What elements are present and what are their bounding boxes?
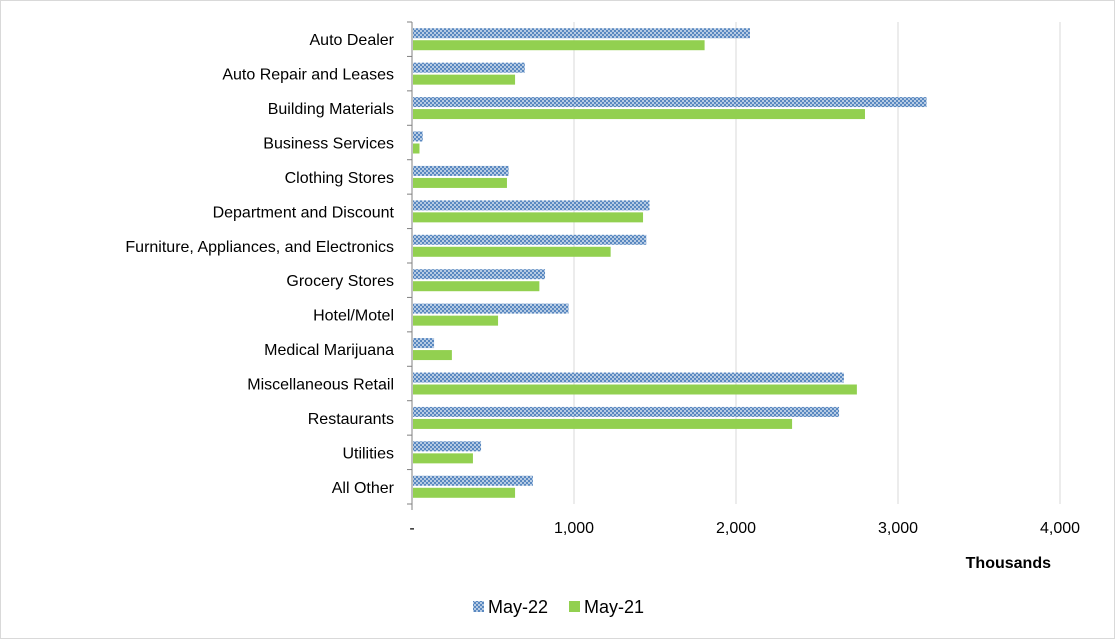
x-tick-label: 1,000 (554, 520, 594, 537)
bar-may-22-4 (413, 165, 509, 176)
bar-may-21-7 (413, 281, 540, 292)
bar-may-21-10 (413, 384, 857, 395)
legend-label-may-21: May-21 (584, 597, 644, 617)
category-label: Medical Marijuana (264, 342, 394, 359)
bar-may-22-3 (413, 131, 423, 142)
category-label: Miscellaneous Retail (247, 377, 394, 394)
category-labels: Auto Dealer Auto Repair and Leases Buildin… (125, 32, 394, 497)
bar-may-21-12 (413, 453, 473, 464)
bar-may-21-9 (413, 350, 452, 361)
category-label: Clothing Stores (285, 170, 394, 187)
legend-label-may-22: May-22 (488, 597, 548, 617)
x-tick-labels: - 1,000 2,000 3,000 4,000 (409, 520, 1080, 537)
category-label: Grocery Stores (286, 273, 394, 290)
bar-may-21-1 (413, 74, 516, 85)
x-tick-label: 2,000 (716, 520, 756, 537)
bar-may-22-0 (413, 28, 750, 39)
bar-may-21-11 (413, 418, 793, 429)
category-label: Department and Discount (213, 204, 395, 221)
bar-may-22-12 (413, 441, 482, 452)
bar-may-21-5 (413, 212, 644, 223)
bars (413, 28, 927, 498)
bar-may-22-5 (413, 200, 650, 211)
category-label: Building Materials (268, 101, 394, 118)
x-tick-label: 3,000 (878, 520, 918, 537)
bar-may-21-2 (413, 109, 865, 120)
gridlines (573, 22, 1061, 504)
category-label: Business Services (263, 136, 394, 153)
bar-may-21-0 (413, 40, 705, 51)
bar-may-22-10 (413, 372, 844, 383)
bar-may-21-4 (413, 177, 507, 188)
category-label: Restaurants (308, 411, 394, 428)
legend: May-22 May-21 (473, 597, 644, 617)
category-label: All Other (332, 480, 395, 497)
bar-may-22-11 (413, 406, 840, 417)
bar-may-22-2 (413, 97, 927, 108)
legend-swatch-may-22 (473, 601, 484, 612)
category-label: Auto Repair and Leases (222, 67, 394, 84)
legend-swatch-may-21 (569, 601, 580, 612)
bar-may-22-9 (413, 338, 435, 349)
category-label: Auto Dealer (310, 32, 395, 49)
bar-may-21-8 (413, 315, 499, 326)
bar-may-22-6 (413, 234, 647, 245)
axes (407, 21, 413, 510)
x-tick-label: 4,000 (1040, 520, 1080, 537)
bar-may-22-13 (413, 475, 533, 486)
bar-may-22-1 (413, 62, 525, 73)
bar-may-21-13 (413, 487, 516, 498)
category-label: Hotel/Motel (313, 308, 394, 325)
bar-may-22-8 (413, 303, 569, 314)
bar-may-22-7 (413, 269, 546, 280)
category-label: Furniture, Appliances, and Electronics (125, 239, 394, 256)
bar-may-21-6 (413, 246, 611, 257)
bar-may-21-3 (413, 143, 420, 154)
category-label: Utilities (342, 445, 394, 462)
x-axis-title: Thousands (966, 555, 1051, 572)
x-tick-label: - (409, 520, 414, 537)
